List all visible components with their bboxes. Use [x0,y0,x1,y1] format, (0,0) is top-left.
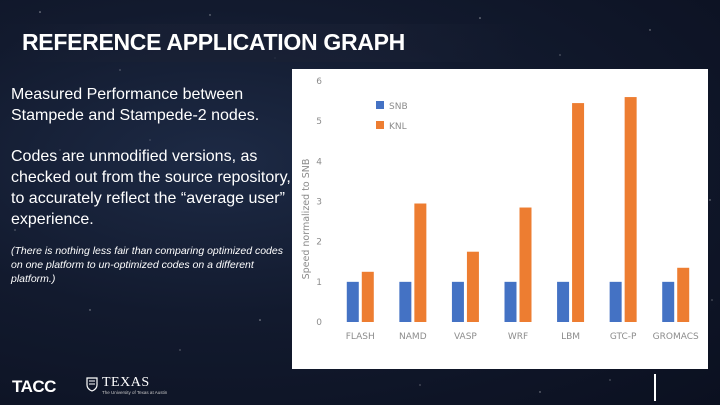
y-tick-label: 0 [316,318,322,328]
bar-knl-lbm [572,103,585,322]
description-block: Measured Performance between Stampede an… [11,84,295,286]
y-tick-label: 4 [316,157,322,167]
y-tick-label: 5 [316,117,322,127]
bar-snb-gromacs [662,281,675,322]
y-tick-label: 6 [316,77,322,87]
chart-legend: SNB KNL [376,101,408,132]
tacc-logo-text: TACC [12,377,56,396]
tacc-logo: TACC [12,377,56,397]
bar-snb-lbm [557,281,570,322]
x-tick-label: FLASH [346,332,375,342]
shield-icon [86,377,98,392]
y-tick-label: 3 [316,198,322,208]
codes-description: Codes are unmodified versions, as checke… [11,148,291,228]
ut-texas-logo: TEXAS The University of Texas at Austin [86,376,167,396]
bar-snb-namd [399,281,412,322]
fairness-note: (There is nothing less fair than compari… [11,245,283,285]
slide-title: REFERENCE APPLICATION GRAPH [22,29,405,55]
y-axis-label: Speed normalized to SNB [301,159,312,280]
performance-description: Measured Performance between Stampede an… [11,86,260,124]
x-tick-label: LBM [561,332,580,342]
legend-label-knl: KNL [389,122,407,132]
bar-snb-flash [346,281,359,322]
x-tick-label: GTC-P [610,332,637,342]
x-tick-label: NAMD [399,332,427,342]
bar-knl-gromacs [677,267,690,322]
bar-snb-vasp [451,281,464,322]
bar-knl-gtc-p [624,97,637,322]
bar-knl-flash [361,271,374,322]
bar-knl-vasp [466,251,479,322]
bar-knl-wrf [519,207,532,322]
legend-label-snb: SNB [389,102,408,112]
bar-knl-namd [414,203,427,322]
bar-snb-gtc-p [609,281,622,322]
x-tick-label: VASP [454,332,477,342]
x-tick-label: GROMACS [653,332,699,342]
y-tick-label: 2 [316,238,322,248]
legend-swatch-knl [376,121,384,129]
footer-divider [654,374,656,401]
bar-snb-wrf [504,281,517,322]
texas-logo-subtext: The University of Texas at Austin [102,390,168,395]
texas-logo-text: TEXAS [102,375,150,390]
y-tick-label: 1 [316,278,322,288]
legend-swatch-snb [376,101,384,109]
x-tick-label: WRF [508,332,528,342]
title-banner [0,24,520,62]
